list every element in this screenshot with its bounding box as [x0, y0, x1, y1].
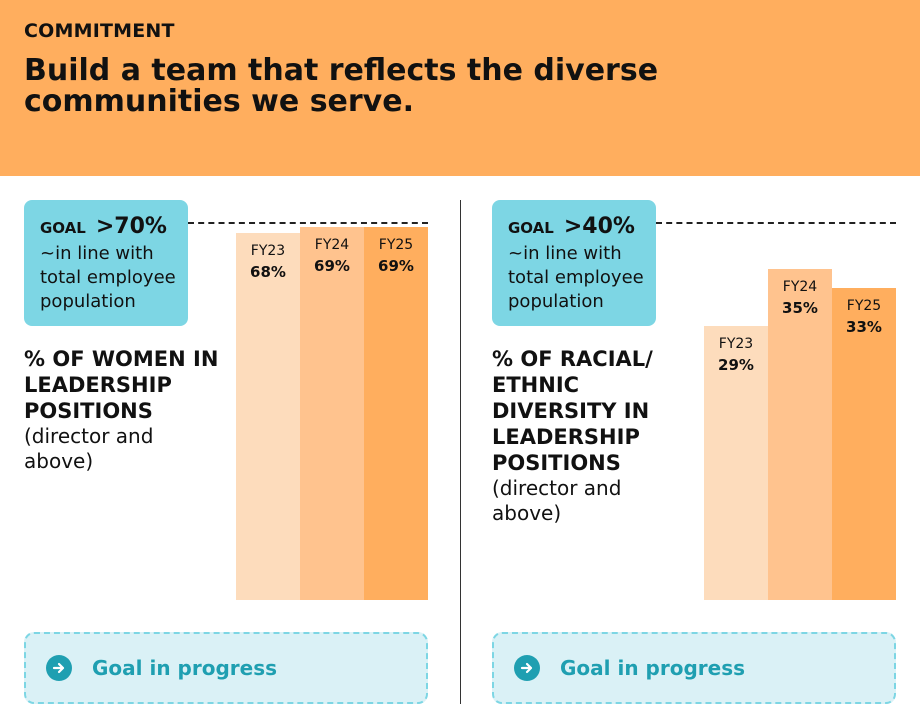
goal-line-women [188, 222, 428, 224]
bar-value-label: 35% [782, 299, 818, 318]
bar-category-label: FY25 [378, 237, 414, 254]
metric-subtitle: (director and above) [492, 476, 622, 525]
goal-status-women[interactable]: Goal in progress [24, 632, 428, 704]
bar-value-label: 29% [718, 355, 754, 374]
goal-label: GOAL [40, 219, 86, 237]
goal-status-diversity[interactable]: Goal in progress [492, 632, 896, 704]
goal-description: ~in line with total employee population [508, 243, 644, 312]
goal-box-diversity: GOAL >40% ~in line with total employee p… [492, 200, 656, 326]
bar-fy24: FY24 69% [300, 227, 364, 600]
bar-category-label: FY25 [846, 298, 882, 315]
goal-value: >70% [95, 214, 167, 239]
page-title: Build a team that reflects the diverse c… [24, 53, 659, 119]
metric-women: % OF WOMEN IN LEADERSHIP POSITIONS (dire… [24, 346, 224, 474]
bar-fy23: FY23 29% [704, 325, 768, 600]
bar-value-label: 69% [314, 257, 350, 276]
bar-category-label: FY24 [314, 237, 350, 254]
bar-category-label: FY23 [250, 242, 286, 259]
goal-box-women: GOAL >70% ~in line with total employee p… [24, 200, 188, 326]
metric-diversity: % OF RACIAL/ ETHNIC DIVERSITY IN LEADERS… [492, 346, 692, 526]
bar-fy25: FY25 33% [832, 288, 896, 600]
bar-category-label: FY23 [718, 335, 754, 352]
metric-title: % OF WOMEN IN LEADERSHIP POSITIONS [24, 347, 219, 423]
bar-category-label: FY24 [782, 279, 818, 296]
arrow-right-circle-icon [514, 655, 540, 681]
bar-value-label: 68% [250, 262, 286, 281]
bar-fy24: FY24 35% [768, 269, 832, 600]
goal-description: ~in line with total employee population [40, 243, 176, 312]
arrow-right-circle-icon [46, 655, 72, 681]
panel-divider [460, 200, 461, 704]
goal-line-diversity [656, 222, 896, 224]
eyebrow-label: COMMITMENT [24, 20, 175, 42]
header-banner: COMMITMENT Build a team that reflects th… [0, 0, 920, 176]
metric-title: % OF RACIAL/ ETHNIC DIVERSITY IN LEADERS… [492, 347, 653, 475]
bar-fy23: FY23 68% [236, 232, 300, 600]
goal-value: >40% [563, 214, 635, 239]
bar-fy25: FY25 69% [364, 227, 428, 600]
bar-value-label: 33% [846, 318, 882, 337]
goal-status-label: Goal in progress [92, 656, 277, 680]
bar-value-label: 69% [378, 257, 414, 276]
goal-label: GOAL [508, 219, 554, 237]
goal-status-label: Goal in progress [560, 656, 745, 680]
metric-subtitle: (director and above) [24, 424, 154, 473]
